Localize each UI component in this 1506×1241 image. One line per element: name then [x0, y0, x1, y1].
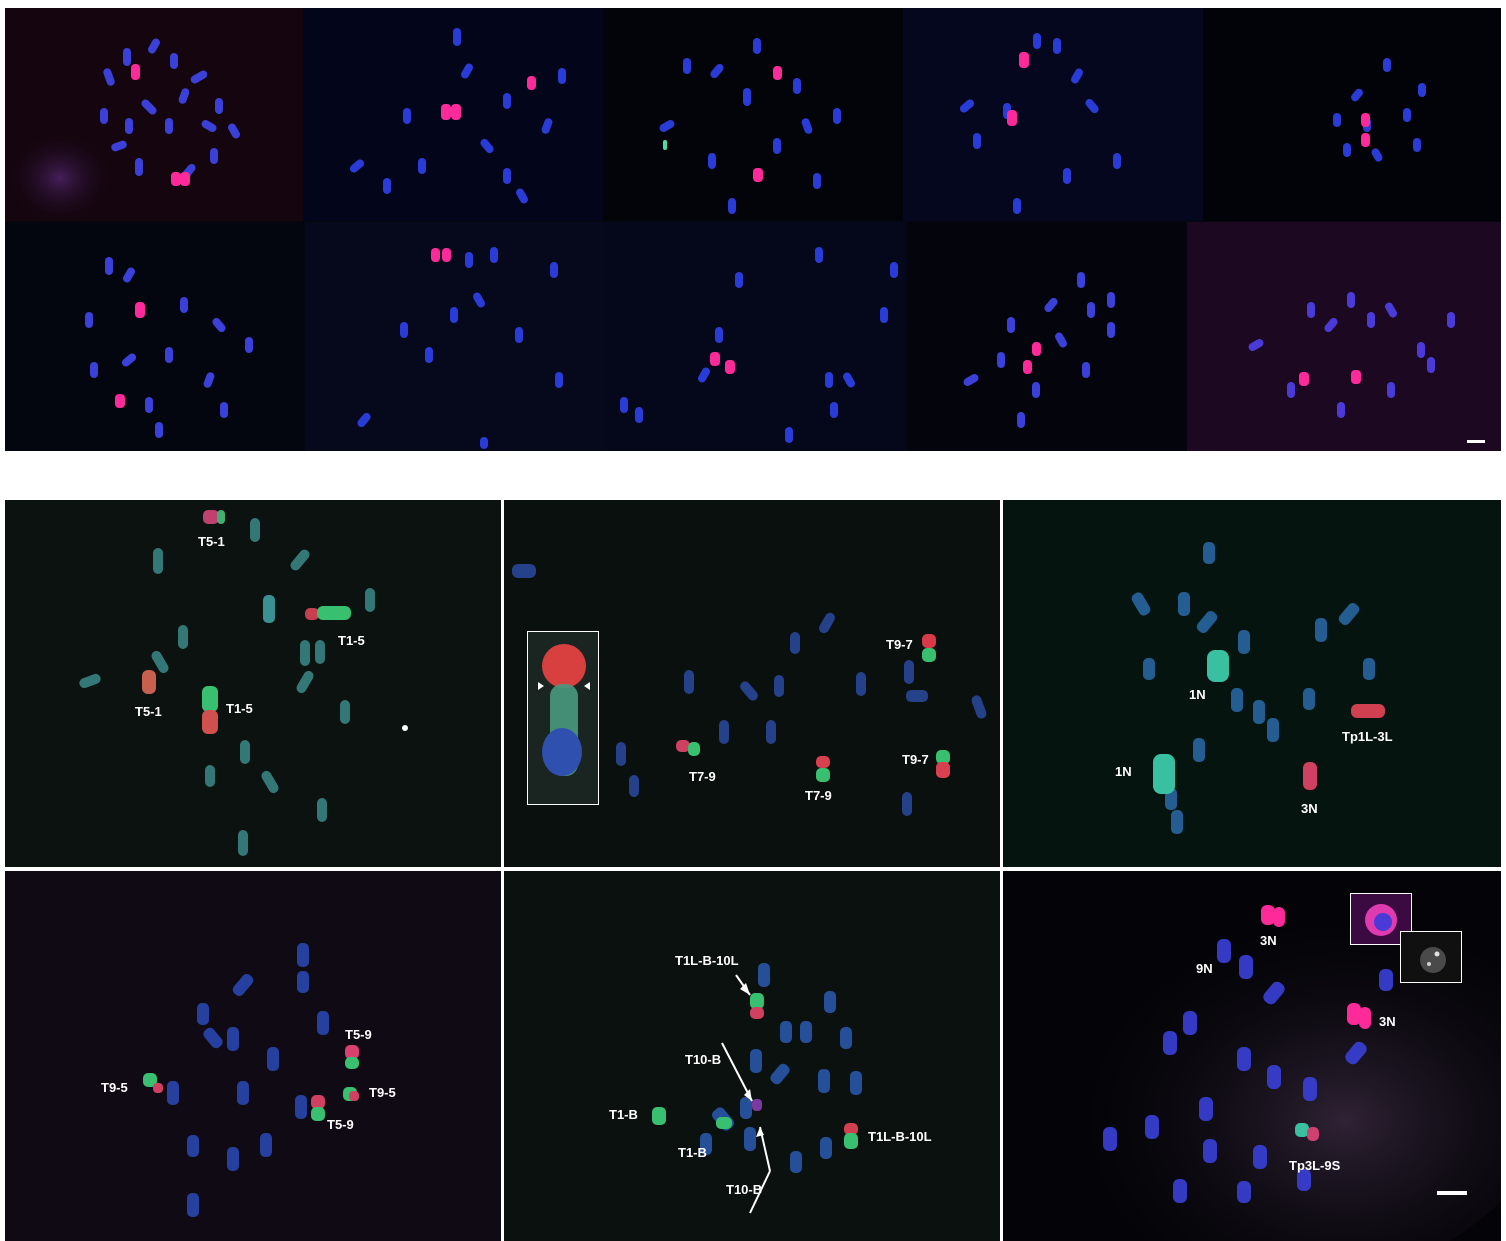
metaphase-spread	[85, 257, 253, 438]
metaphase-spread	[1033, 881, 1501, 1241]
grayscale-chromosome-inset	[1400, 931, 1462, 983]
metaphase-spread	[1333, 58, 1426, 162]
horizontal-separator	[5, 867, 1501, 871]
panel-b-tile-5: T1L-B-10L T10-B T1-B T1-B T1L-B-10L T10-…	[504, 871, 1000, 1241]
panel-a-tile-5	[1203, 8, 1501, 221]
magnified-chromosome-inset	[1350, 893, 1412, 945]
panel-a-tile-7	[305, 222, 605, 451]
label-t9-5-right: T9-5	[369, 1085, 396, 1100]
metaphase-spread	[959, 33, 1121, 214]
label-t5-1-top: T5-1	[198, 534, 225, 549]
panel-a-tile-4	[903, 8, 1203, 221]
panel-b-tile-2: T9-7 T7-9 T7-9 T9-7	[504, 500, 1000, 867]
panel-b-micrograph-grid: T5-1 T1-5 T5-1 T1-5	[5, 500, 1501, 1241]
label-3n-right: 3N	[1379, 1014, 1396, 1029]
panel-a-tile-9	[907, 222, 1187, 451]
metaphase-spread	[620, 247, 898, 443]
metaphase-spread	[512, 564, 987, 816]
label-t9-7-top: T9-7	[886, 637, 913, 652]
label-t7-9-left: T7-9	[689, 769, 716, 784]
label-1n-top: 1N	[1189, 687, 1206, 702]
label-t1-b-mid: T1-B	[678, 1145, 707, 1160]
panel-a-tile-8	[605, 222, 907, 451]
label-9n: 9N	[1196, 961, 1213, 976]
metaphase-spread	[349, 28, 566, 204]
label-t1l-b-10l-top: T1L-B-10L	[675, 953, 739, 968]
metaphase-spread	[659, 38, 841, 214]
chromosome-inset	[527, 631, 599, 805]
scale-bar	[1467, 440, 1485, 443]
label-1n-left: 1N	[1115, 764, 1132, 779]
panel-b-tile-6: 3N 9N 3N Tp3L-9S	[1003, 871, 1501, 1241]
panel-b-tile-3: 1N 1N Tp1L-3L 3N	[1003, 500, 1501, 867]
label-3n-top: 3N	[1260, 933, 1277, 948]
metaphase-spread	[357, 247, 563, 449]
panel-b-tile-1: T5-1 T1-5 T5-1 T1-5	[5, 500, 501, 867]
label-3n: 3N	[1301, 801, 1318, 816]
arrowhead-left	[538, 682, 544, 690]
label-t7-9-mid: T7-9	[805, 788, 832, 803]
metaphase-spread	[5, 38, 240, 221]
panel-b-tile-4: T5-9 T9-5 T9-5 T5-9	[5, 871, 501, 1241]
panel-a-tile-10	[1187, 222, 1501, 451]
metaphase-spread	[963, 272, 1115, 428]
panel-a-tile-1	[5, 8, 303, 221]
panel-a-micrograph-grid	[5, 8, 1501, 451]
label-t10-b-bottom: T10-B	[726, 1182, 763, 1197]
label-t1-b-left: T1-B	[609, 1107, 638, 1122]
magenta-chromosome	[1365, 904, 1397, 936]
scale-bar	[1437, 1191, 1467, 1195]
chromosome-closeup	[538, 644, 590, 776]
label-t1l-b-10l-right: T1L-B-10L	[868, 1129, 932, 1144]
panel-a-tile-2	[303, 8, 603, 221]
label-tp1l-3l: Tp1L-3L	[1342, 729, 1393, 744]
metaphase-spread	[652, 963, 862, 1214]
label-t10-b-top: T10-B	[685, 1052, 722, 1067]
panel-a-tile-6	[5, 222, 305, 451]
arrowhead-right	[584, 682, 590, 690]
label-t9-7-bottom: T9-7	[902, 752, 929, 767]
metaphase-spread	[79, 510, 408, 856]
label-t9-5-left: T9-5	[101, 1080, 128, 1095]
metaphase-spread	[1131, 542, 1385, 834]
panel-a-tile-3	[603, 8, 903, 221]
label-t5-9-bottom: T5-9	[327, 1117, 354, 1132]
label-t5-9-top: T5-9	[345, 1027, 372, 1042]
label-t1-5-mid: T1-5	[226, 701, 253, 716]
label-t5-1-left: T5-1	[135, 704, 162, 719]
metaphase-spread	[143, 943, 359, 1217]
metaphase-spread	[1248, 292, 1455, 418]
grayscale-chromosome	[1420, 947, 1446, 973]
label-t1-5-right: T1-5	[338, 633, 365, 648]
label-tp3l-9s: Tp3L-9S	[1289, 1158, 1341, 1173]
